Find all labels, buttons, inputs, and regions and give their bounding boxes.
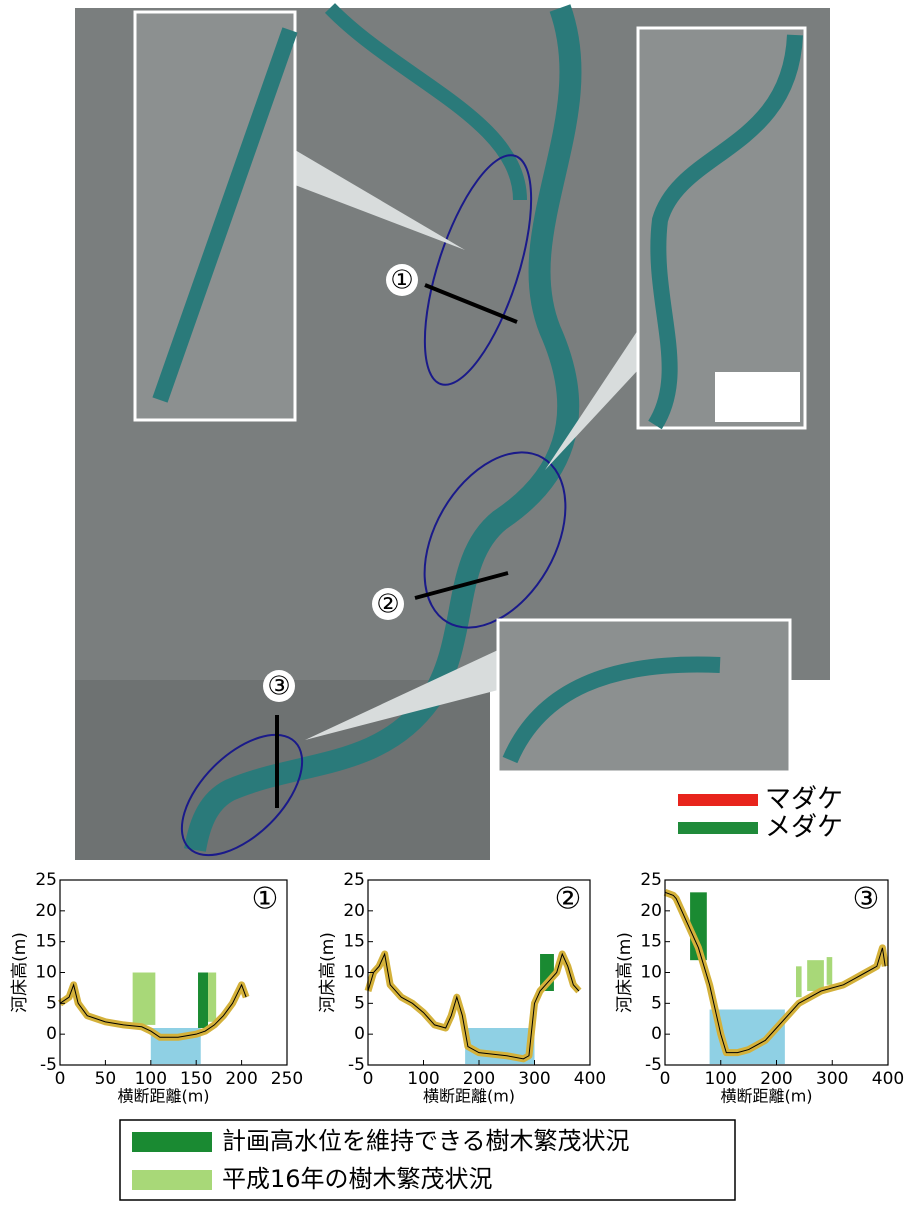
aerial-map: ① ② ③ マダケ メダケ (75, 3, 843, 860)
area-ellipse (423, 451, 567, 629)
x-tick-label: 0 (660, 1069, 671, 1089)
area-ellipse (180, 733, 304, 857)
bed-line (367, 952, 580, 1060)
y-tick-label: -5 (40, 1055, 57, 1075)
x-tick-label: 200 (225, 1069, 257, 1089)
panel-label: ② (555, 882, 582, 917)
marker-label: ③ (267, 672, 290, 702)
x-tick-label: 150 (180, 1069, 212, 1089)
y-tick-label: 5 (354, 993, 365, 1013)
section-line (424, 283, 518, 324)
y-tick-label: 25 (343, 870, 365, 890)
legend-label: 計画高水位を維持できる樹木繁茂状況 (222, 1127, 630, 1155)
x-tick-label: 250 (271, 1069, 303, 1089)
x-axis-title: 横断距離(m) (117, 1087, 209, 1106)
area-ellipse (423, 154, 533, 386)
y-tick-label: 20 (343, 901, 365, 921)
bed-line (59, 983, 247, 1038)
legend-swatch (132, 1132, 212, 1152)
vegetation-bar (198, 972, 209, 1028)
legend-label: マダケ (765, 785, 843, 815)
y-tick-label: -5 (348, 1055, 365, 1075)
legend-swatch (678, 794, 758, 806)
vegetation-bar (807, 960, 824, 991)
y-tick-label: -5 (645, 1055, 662, 1075)
x-axis-title: 横断距離(m) (423, 1087, 515, 1106)
marker-bg (372, 588, 404, 620)
legend-box (119, 1119, 736, 1201)
vegetation-bar (132, 972, 156, 1025)
y-tick-label: 10 (343, 963, 365, 983)
y-axis-title: 河床高(m) (10, 932, 30, 1013)
x-tick-label: 300 (518, 1069, 550, 1089)
marker-label: ② (376, 590, 399, 620)
y-tick-label: 10 (640, 963, 662, 983)
x-tick-label: 400 (872, 1069, 904, 1089)
inset-image (496, 618, 792, 774)
y-tick-label: 5 (651, 993, 662, 1013)
y-tick-label: 25 (640, 870, 662, 890)
y-tick-label: 15 (640, 932, 662, 952)
callout (545, 330, 638, 470)
bed-line (664, 891, 886, 1054)
panel-label: ③ (853, 882, 880, 917)
panel-label: ① (252, 882, 279, 917)
y-axis-title: 河床高(m) (318, 932, 338, 1013)
y-tick-label: 0 (46, 1024, 57, 1044)
x-tick-label: 400 (574, 1069, 606, 1089)
vegetation-bar (826, 957, 833, 985)
river (324, 3, 527, 201)
x-tick-label: 100 (135, 1069, 167, 1089)
x-tick-label: 100 (705, 1069, 737, 1089)
river (152, 27, 298, 403)
y-tick-label: 15 (343, 932, 365, 952)
callout (305, 650, 498, 740)
y-axis-title: 河床高(m) (615, 932, 635, 1013)
x-tick-label: 0 (55, 1069, 66, 1089)
x-tick-label: 100 (407, 1069, 439, 1089)
legend-label: メダケ (765, 813, 843, 843)
inset-blank (715, 372, 800, 422)
x-tick-label: 300 (816, 1069, 848, 1089)
y-tick-label: 10 (35, 963, 57, 983)
y-tick-label: 25 (35, 870, 57, 890)
callout (295, 150, 465, 250)
section-line (414, 571, 509, 600)
x-tick-label: 0 (363, 1069, 374, 1089)
river (648, 34, 803, 430)
y-tick-label: 15 (35, 932, 57, 952)
marker-bg (386, 264, 418, 296)
legend-label: 平成16年の樹木繁茂状況 (222, 1165, 493, 1193)
y-tick-label: 5 (46, 993, 57, 1013)
x-tick-label: 50 (95, 1069, 117, 1089)
vegetation-bar (796, 966, 802, 998)
y-tick-label: 20 (640, 901, 662, 921)
x-tick-label: 200 (463, 1069, 495, 1089)
river (502, 656, 721, 764)
legend-swatch (132, 1170, 212, 1190)
marker-bg (263, 670, 295, 702)
y-tick-label: 0 (354, 1024, 365, 1044)
y-tick-label: 20 (35, 901, 57, 921)
x-axis-title: 横断距離(m) (720, 1087, 812, 1106)
marker-label: ① (390, 266, 413, 296)
vegetation-bar (208, 972, 217, 1022)
river (184, 4, 582, 852)
x-tick-label: 200 (760, 1069, 792, 1089)
y-tick-label: 0 (651, 1024, 662, 1044)
legend-swatch (678, 822, 758, 834)
